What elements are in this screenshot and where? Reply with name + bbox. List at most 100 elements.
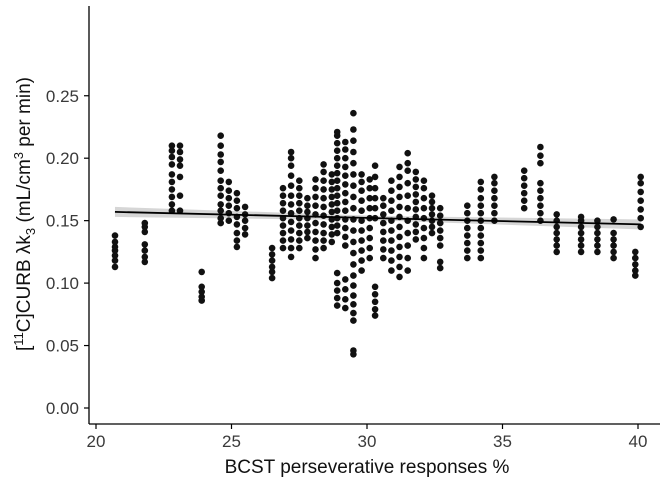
data-point: [464, 209, 471, 217]
data-point: [141, 258, 149, 266]
data-point: [111, 232, 119, 239]
data-point: [380, 246, 387, 253]
data-point: [198, 288, 205, 296]
data-point: [404, 192, 412, 199]
data-point: [333, 184, 341, 192]
data-point: [233, 229, 241, 237]
data-point: [358, 197, 365, 204]
data-point: [404, 229, 412, 237]
data-point: [396, 223, 403, 231]
data-point: [577, 223, 585, 231]
regression-layer: [114, 211, 641, 226]
data-point: [111, 243, 119, 251]
y-axis-title: [11C]CURB λk3 (mL/cm3 per min): [11, 77, 38, 351]
data-point: [610, 242, 617, 249]
data-point: [287, 148, 295, 156]
data-point: [217, 132, 224, 139]
data-point: [553, 223, 560, 231]
data-point: [404, 204, 412, 212]
data-point: [380, 211, 387, 218]
data-point: [198, 268, 205, 276]
data-point: [217, 151, 224, 158]
data-point: [371, 184, 379, 192]
data-point: [176, 173, 184, 181]
data-point: [371, 283, 379, 291]
data-point: [412, 221, 420, 228]
data-point: [436, 219, 444, 227]
y-title-mid: C]CURB λk: [14, 235, 35, 333]
data-point: [287, 227, 295, 234]
data-point: [358, 267, 365, 274]
data-point: [333, 229, 341, 237]
data-point: [312, 228, 319, 236]
data-point: [333, 128, 341, 136]
data-point: [436, 234, 444, 242]
data-point: [333, 192, 341, 199]
data-point: [233, 189, 241, 197]
data-point: [241, 231, 249, 238]
data-point: [388, 207, 395, 214]
data-point: [320, 177, 327, 184]
data-point: [225, 187, 233, 194]
data-point: [388, 177, 395, 184]
data-point: [610, 216, 617, 223]
data-point: [328, 208, 336, 216]
data-point: [477, 194, 485, 202]
data-point: [268, 274, 276, 282]
data-point: [436, 242, 444, 249]
data-point: [428, 229, 436, 237]
data-point: [176, 192, 184, 199]
data-point: [520, 174, 528, 182]
data-point: [537, 159, 544, 167]
data-point: [176, 156, 184, 163]
data-point: [610, 236, 617, 243]
data-point: [320, 229, 327, 237]
data-point: [320, 212, 327, 219]
data-point: [366, 184, 374, 192]
data-point: [320, 237, 327, 244]
data-point: [366, 244, 374, 252]
data-point: [333, 199, 341, 207]
data-point: [111, 252, 119, 259]
data-point: [333, 269, 341, 277]
data-point: [358, 171, 365, 178]
x-tick-label: 40: [629, 432, 648, 451]
data-point: [141, 228, 149, 236]
data-point: [380, 254, 387, 262]
data-point: [350, 238, 357, 246]
data-point: [420, 177, 428, 184]
data-point: [296, 199, 303, 207]
data-point: [637, 179, 644, 187]
data-point: [342, 276, 349, 283]
y-tick-label: 0.25: [46, 87, 79, 106]
data-point: [342, 138, 349, 146]
data-point: [342, 286, 349, 293]
data-point: [287, 209, 295, 217]
data-point: [225, 217, 233, 224]
data-point: [420, 254, 428, 262]
data-point: [477, 224, 485, 232]
data-point: [520, 182, 528, 189]
data-point: [217, 167, 224, 174]
data-point: [287, 172, 295, 179]
data-point: [342, 207, 349, 214]
data-point: [241, 224, 249, 232]
data-point: [371, 306, 379, 313]
data-point: [537, 202, 544, 209]
data-point: [168, 193, 176, 201]
data-point: [217, 201, 224, 208]
data-point: [350, 292, 357, 299]
data-point: [350, 137, 357, 144]
data-point: [396, 183, 403, 191]
data-point: [464, 232, 471, 239]
y-tick-label: 0.00: [46, 399, 79, 418]
data-point: [225, 178, 233, 186]
data-point: [333, 154, 341, 162]
data-point: [412, 206, 420, 213]
data-point: [420, 184, 428, 192]
data-point: [610, 229, 617, 237]
data-point: [632, 261, 639, 268]
data-point: [304, 228, 311, 236]
data-point: [296, 237, 303, 244]
